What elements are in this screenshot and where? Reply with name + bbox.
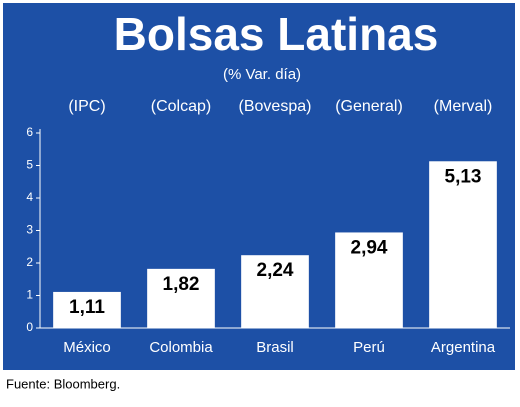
x-tick-label: Argentina bbox=[431, 339, 496, 356]
y-tick-label: 2 bbox=[26, 255, 33, 269]
bar bbox=[241, 255, 309, 328]
x-tick-label: Perú bbox=[353, 339, 385, 356]
bar bbox=[335, 232, 403, 328]
y-tick-label: 4 bbox=[26, 190, 33, 204]
index-label: (Bovespa) bbox=[239, 98, 312, 115]
chart-subtitle: (% Var. día) bbox=[223, 66, 301, 83]
source-note: Fuente: Bloomberg. bbox=[6, 376, 120, 391]
y-tick-label: 5 bbox=[26, 158, 33, 172]
index-label: (IPC) bbox=[68, 98, 105, 115]
value-label: 1,82 bbox=[163, 274, 200, 295]
index-label: (Merval) bbox=[434, 98, 493, 115]
value-label: 1,11 bbox=[69, 297, 105, 318]
y-tick-label: 1 bbox=[26, 288, 33, 302]
bar bbox=[147, 268, 215, 328]
x-tick-label: Colombia bbox=[149, 339, 213, 356]
bar bbox=[429, 161, 497, 328]
x-tick-label: Brasil bbox=[256, 339, 294, 356]
y-tick-label: 3 bbox=[26, 223, 33, 237]
index-label: (General) bbox=[335, 98, 403, 115]
bar bbox=[53, 291, 121, 328]
value-label: 2,24 bbox=[257, 260, 294, 281]
y-tick-label: 6 bbox=[26, 125, 33, 139]
value-label: 5,13 bbox=[445, 166, 482, 187]
x-tick-label: México bbox=[63, 339, 111, 356]
chart-title: Bolsas Latinas bbox=[114, 8, 439, 60]
value-label: 2,94 bbox=[351, 237, 388, 258]
index-label: (Colcap) bbox=[151, 98, 211, 115]
y-tick-label: 0 bbox=[26, 320, 33, 334]
